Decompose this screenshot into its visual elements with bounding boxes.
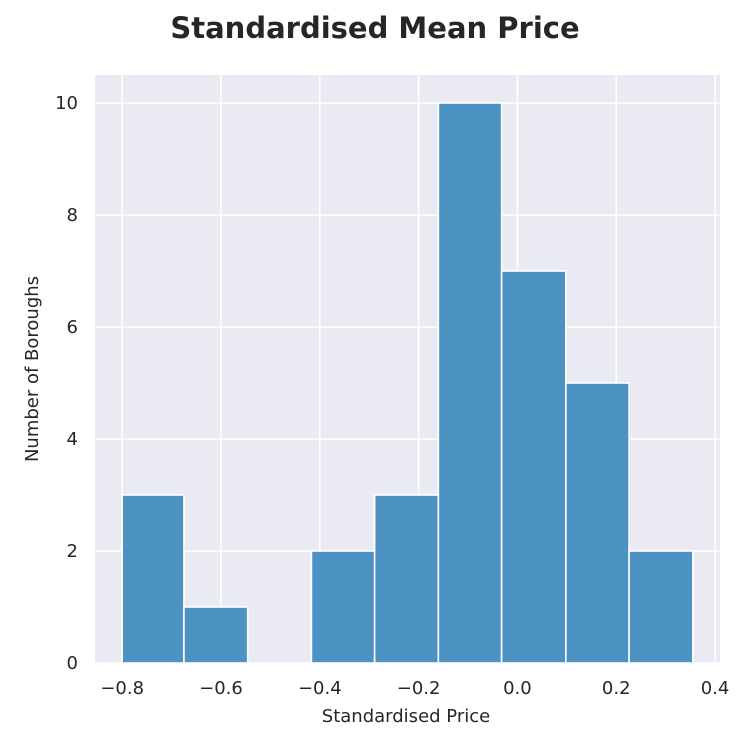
y-tick-labels: 0 2 4 6 8 10 <box>55 93 78 674</box>
x-tick-labels: −0.8 −0.6 −0.4 −0.2 0.0 0.2 0.4 <box>100 678 729 699</box>
x-tick-label: 0.2 <box>602 678 631 699</box>
x-tick-label: −0.2 <box>397 678 441 699</box>
x-tick-label: −0.6 <box>199 678 243 699</box>
x-tick-label: 0.0 <box>503 678 532 699</box>
histogram-bar <box>183 606 249 664</box>
y-tick-label: 2 <box>67 541 78 562</box>
y-tick-label: 8 <box>67 205 78 226</box>
y-tick-label: 0 <box>67 653 78 674</box>
x-tick-label: 0.4 <box>701 678 730 699</box>
y-tick-label: 4 <box>67 429 78 450</box>
histogram-bar <box>373 494 440 664</box>
histogram-bar <box>628 550 694 664</box>
histogram-bar <box>310 550 376 664</box>
x-tick-label: −0.4 <box>298 678 342 699</box>
histogram-bar <box>565 382 630 664</box>
histogram-bar <box>437 102 503 664</box>
x-tick-label: −0.8 <box>100 678 144 699</box>
histogram-bar <box>500 270 567 664</box>
histogram-bar <box>121 494 185 664</box>
chart-title: Standardised Mean Price <box>170 11 579 45</box>
y-tick-label: 10 <box>55 93 78 114</box>
y-tick-label: 6 <box>67 317 78 338</box>
bars <box>121 102 694 664</box>
x-axis-label: Standardised Price <box>322 706 490 727</box>
y-axis-label: Number of Boroughs <box>22 276 43 462</box>
